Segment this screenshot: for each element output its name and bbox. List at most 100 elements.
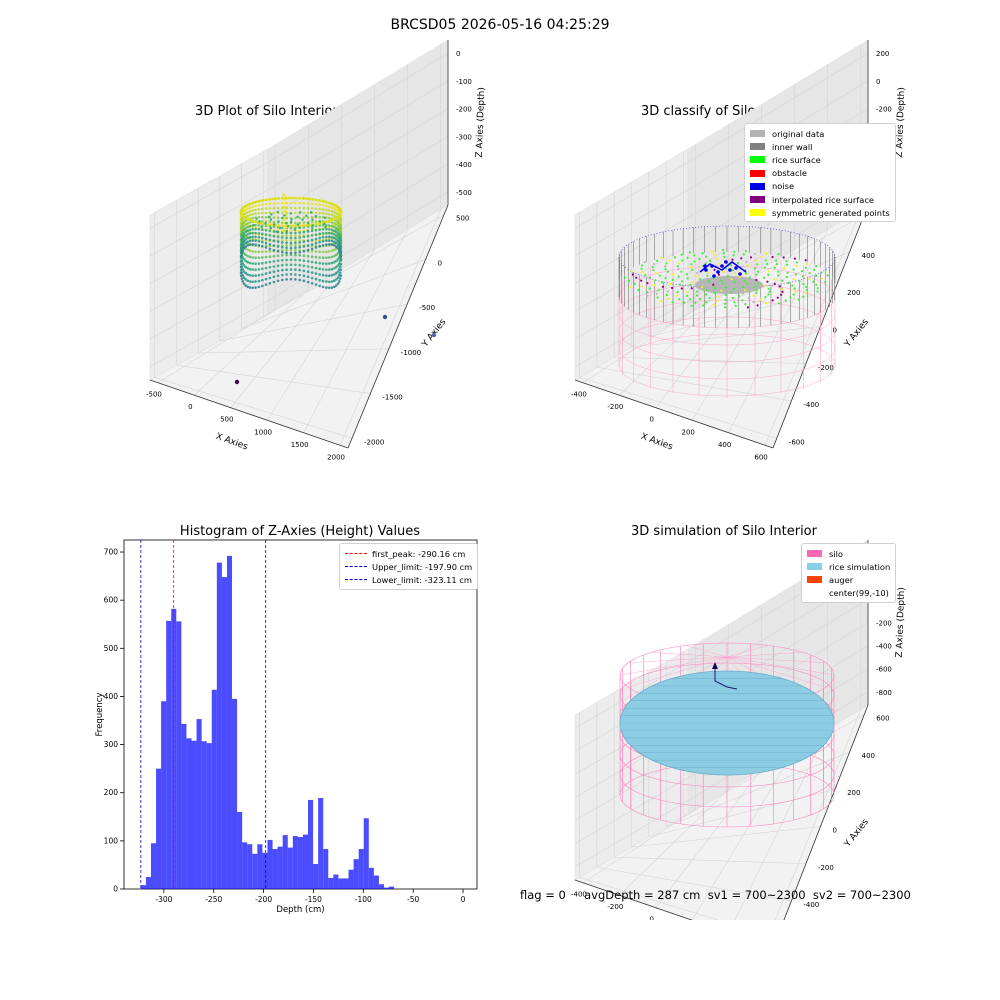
data-point bbox=[318, 284, 322, 288]
classified-point bbox=[640, 285, 643, 288]
classified-point bbox=[781, 288, 784, 291]
data-point bbox=[306, 275, 310, 279]
data-point bbox=[335, 284, 338, 287]
data-point bbox=[281, 236, 284, 239]
classified-point bbox=[773, 277, 776, 281]
z-tick-label: -200 bbox=[876, 620, 892, 628]
data-point bbox=[261, 278, 264, 282]
classified-point bbox=[805, 262, 809, 266]
data-point bbox=[302, 250, 306, 253]
classified-point bbox=[668, 259, 671, 262]
classified-point bbox=[660, 300, 663, 303]
data-point bbox=[325, 262, 328, 266]
data-point bbox=[328, 286, 331, 290]
histogram-bar bbox=[292, 836, 298, 889]
data-point bbox=[310, 247, 314, 251]
noise-point bbox=[712, 274, 716, 278]
data-point bbox=[286, 225, 290, 228]
y-grid bbox=[176, 364, 371, 394]
histogram-bar bbox=[378, 884, 384, 889]
data-point bbox=[308, 197, 312, 201]
data-point bbox=[335, 278, 338, 281]
data-point bbox=[330, 221, 334, 224]
classified-point bbox=[733, 250, 736, 253]
data-point bbox=[272, 254, 276, 258]
classified-point bbox=[731, 296, 734, 299]
data-point bbox=[335, 245, 338, 248]
legend-item: center(99,-10) bbox=[807, 587, 890, 600]
data-point bbox=[330, 255, 334, 259]
data-point bbox=[246, 244, 249, 247]
data-point bbox=[289, 236, 293, 240]
data-point bbox=[268, 243, 272, 246]
data-point bbox=[289, 246, 293, 250]
data-point bbox=[257, 279, 261, 283]
classified-point bbox=[696, 271, 699, 274]
data-point bbox=[330, 206, 334, 209]
classified-point bbox=[657, 289, 660, 292]
classified-point bbox=[723, 306, 727, 309]
classified-point bbox=[629, 286, 632, 289]
classified-point bbox=[754, 259, 757, 262]
data-point bbox=[318, 220, 322, 223]
data-point bbox=[264, 283, 268, 286]
data-point bbox=[244, 265, 247, 269]
data-point bbox=[276, 254, 280, 257]
data-point bbox=[261, 211, 264, 215]
data-point bbox=[248, 232, 252, 235]
data-point bbox=[261, 220, 264, 223]
data-point bbox=[277, 220, 280, 223]
y-tick-label: 0 bbox=[833, 827, 837, 835]
data-point bbox=[272, 202, 276, 205]
data-point bbox=[264, 215, 268, 219]
classified-point bbox=[752, 294, 755, 297]
x-tick-label: -200 bbox=[607, 403, 623, 411]
roof-wire bbox=[619, 656, 728, 676]
data-point bbox=[244, 226, 247, 230]
data-point bbox=[239, 271, 243, 274]
classify-3d-plot: -400-20002004006006004002000-200-400-600… bbox=[571, 39, 907, 461]
data-point bbox=[282, 205, 286, 209]
histogram-bar bbox=[308, 799, 314, 889]
data-point bbox=[336, 264, 340, 267]
data-point bbox=[270, 213, 273, 216]
histogram-bar bbox=[242, 842, 248, 889]
data-point bbox=[330, 243, 334, 246]
data-point bbox=[246, 267, 249, 270]
legend-label: rice simulation bbox=[829, 561, 891, 572]
legend-swatch bbox=[807, 563, 822, 571]
y-tick-label: 0 bbox=[113, 885, 118, 894]
classified-point bbox=[755, 288, 758, 292]
legend-label: rice surface bbox=[772, 154, 821, 165]
data-point bbox=[256, 221, 259, 224]
classified-point bbox=[689, 265, 692, 269]
histogram-bar bbox=[358, 849, 364, 889]
classified-point bbox=[795, 264, 798, 268]
data-point bbox=[285, 222, 288, 225]
classified-point bbox=[654, 279, 657, 282]
x-tick-label: -300 bbox=[155, 895, 172, 904]
data-point bbox=[325, 243, 328, 246]
classified-point bbox=[764, 259, 767, 262]
data-point bbox=[294, 211, 297, 215]
y-grid bbox=[579, 377, 777, 439]
data-point bbox=[264, 202, 268, 206]
classified-point bbox=[707, 271, 710, 274]
classified-point bbox=[721, 282, 724, 285]
data-point bbox=[251, 213, 254, 216]
data-point bbox=[314, 277, 318, 281]
data-point bbox=[254, 208, 257, 212]
classified-point bbox=[777, 274, 780, 277]
classified-point bbox=[794, 290, 797, 293]
data-point bbox=[251, 216, 254, 220]
data-point bbox=[244, 241, 247, 245]
data-point bbox=[269, 226, 273, 230]
data-point bbox=[257, 204, 261, 207]
data-point bbox=[333, 248, 336, 252]
data-point bbox=[327, 201, 331, 205]
classified-point bbox=[786, 271, 789, 274]
data-point bbox=[268, 247, 272, 251]
data-point bbox=[246, 273, 249, 276]
y-tick-label: 400 bbox=[862, 252, 875, 260]
data-point bbox=[279, 226, 282, 230]
